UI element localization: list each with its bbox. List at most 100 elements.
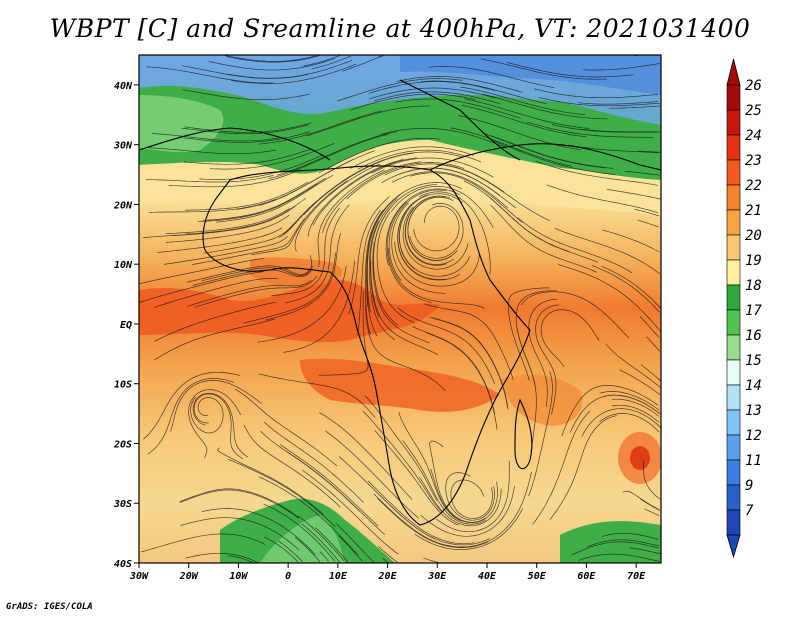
- streamline: [372, 242, 430, 344]
- streamline: [380, 127, 506, 148]
- streamline: [337, 78, 463, 102]
- colorbar-segment: [726, 159, 741, 186]
- streamline: [507, 287, 550, 381]
- streamline: [154, 318, 275, 361]
- streamline: [394, 241, 480, 287]
- streamline: [264, 421, 364, 503]
- streamline: [264, 536, 298, 562]
- colorbar-segment: [726, 84, 741, 111]
- streamline: [301, 523, 340, 563]
- streamline: [298, 515, 345, 562]
- y-tick-label: 40S: [114, 559, 132, 570]
- streamline: [322, 161, 422, 233]
- streamline: [179, 489, 299, 519]
- streamline: [579, 128, 660, 133]
- streamline: [301, 469, 399, 555]
- streamline: [420, 485, 515, 537]
- streamline: [619, 369, 661, 396]
- colorbar-label: 26: [745, 78, 762, 94]
- streamline: [606, 188, 661, 200]
- streamline: [188, 389, 241, 459]
- streamline: [640, 498, 661, 511]
- streamline: [480, 58, 607, 80]
- streamline: [197, 183, 318, 223]
- streamline: [338, 535, 363, 562]
- streamline: [201, 255, 312, 282]
- streamline: [599, 413, 660, 433]
- streamline: [371, 157, 494, 178]
- streamline: [414, 508, 524, 550]
- streamline: [365, 304, 446, 392]
- streamline: [147, 378, 235, 455]
- streamline: [165, 208, 290, 235]
- streamline: [234, 388, 338, 467]
- streamline: [265, 232, 342, 321]
- streamline: [402, 206, 469, 270]
- streamline: [390, 185, 494, 228]
- streamline: [538, 97, 660, 107]
- streamline: [583, 63, 660, 71]
- streamline: [366, 212, 383, 337]
- colorbar-segment: [726, 484, 741, 511]
- streamline: [561, 385, 658, 437]
- colorbar-label: 21: [745, 203, 762, 219]
- streamline: [376, 212, 415, 324]
- y-tick-label: EQ: [120, 320, 132, 331]
- streamline: [260, 430, 361, 512]
- streamline: [571, 541, 659, 556]
- colorbar-min-arrow: [726, 534, 741, 559]
- streamline: [258, 476, 359, 556]
- y-tick-label: 10N: [114, 260, 133, 271]
- streamline: [303, 55, 341, 67]
- streamline: [362, 410, 442, 513]
- streamline: [368, 81, 495, 94]
- x-tick-label: 50E: [528, 571, 547, 582]
- streamline: [551, 124, 660, 133]
- streamline: [145, 174, 274, 183]
- streamline: [341, 151, 463, 183]
- streamline: [367, 194, 401, 313]
- streamline: [398, 411, 462, 522]
- streamline: [646, 336, 660, 352]
- streamline: [179, 488, 300, 519]
- streamline: [463, 180, 570, 253]
- streamline: [421, 80, 547, 105]
- colorbar-segment: [726, 234, 741, 261]
- streamline: [183, 131, 311, 143]
- longitude-axis: 30W 20W 10W 0 10E 20E 30E 40E 50E 60E 70E: [129, 563, 646, 582]
- streamline: [557, 263, 661, 332]
- streamline: [317, 169, 385, 267]
- streamline: [276, 131, 397, 176]
- streamline: [168, 171, 295, 188]
- streamline: [528, 298, 558, 408]
- streamline: [192, 218, 305, 265]
- streamline: [378, 546, 399, 563]
- streamline: [535, 160, 659, 186]
- streamline: [311, 55, 352, 70]
- colorbar-segment: [726, 259, 741, 286]
- streamline: [319, 412, 413, 500]
- streamline: [397, 202, 461, 281]
- colorbar-label: 24: [745, 128, 762, 144]
- streamline: [153, 278, 279, 308]
- latitude-axis: 40N 30N 20N 10N EQ 10S 20S 30S 40S: [113, 81, 139, 570]
- colorbar-segment: [726, 109, 741, 136]
- streamline: [208, 58, 335, 71]
- streamline: [429, 440, 486, 523]
- streamline: [385, 188, 460, 266]
- streamline: [410, 172, 523, 223]
- streamline: [396, 76, 523, 93]
- streamline: [180, 517, 300, 551]
- streamline: [184, 122, 312, 133]
- streamline: [185, 552, 258, 563]
- streamline: [640, 364, 661, 382]
- streamline: [535, 304, 560, 415]
- streamline: [306, 105, 431, 137]
- streamline: [425, 332, 498, 430]
- streamline: [599, 391, 660, 411]
- streamline: [378, 55, 382, 58]
- streamline: [149, 198, 276, 213]
- colorbar-label: 7: [745, 503, 754, 519]
- colorbar-label: 13: [745, 403, 762, 419]
- streamline: [154, 301, 276, 342]
